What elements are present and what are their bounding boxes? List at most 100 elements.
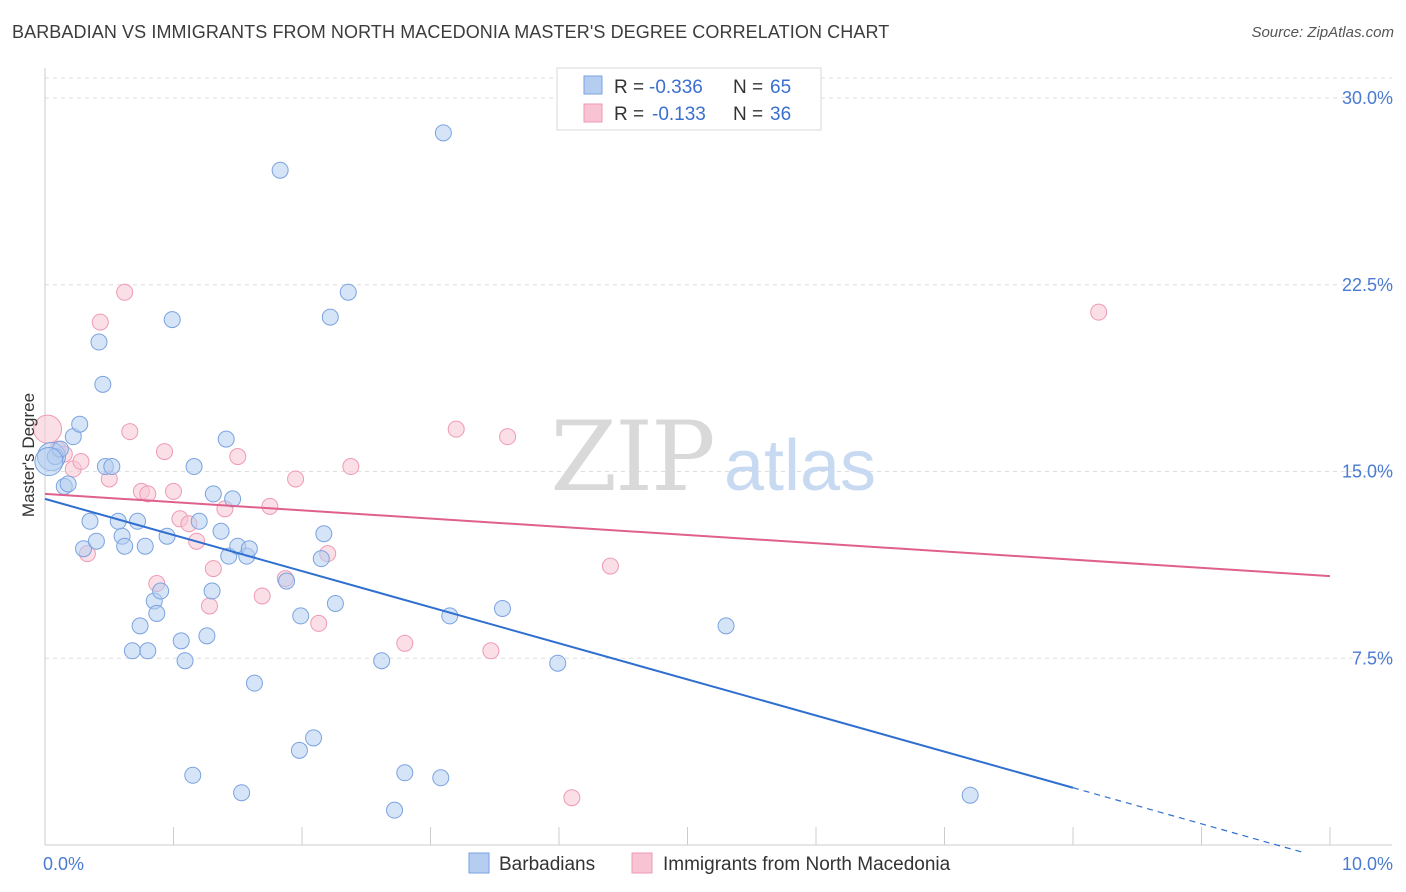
barbadians-point-20 — [136, 537, 154, 555]
barbadians-point-17 — [123, 642, 141, 660]
y-tick-label-3: 30.0% — [1342, 88, 1393, 108]
barbadians-point-49 — [312, 550, 330, 568]
legend-n-label-blue: N = — [733, 77, 763, 98]
north-macedonia-point-11 — [139, 485, 157, 503]
north-macedonia-point-26 — [310, 614, 328, 632]
legend-swatch-pink — [583, 103, 603, 123]
barbadians-point-27 — [172, 632, 190, 650]
barbadians-point-52 — [326, 594, 344, 612]
barbadians-point-45 — [278, 572, 296, 590]
north-macedonia-point-21 — [229, 448, 247, 466]
barbadians-point-38 — [224, 490, 242, 508]
barbadians-point-50 — [315, 525, 333, 543]
north-macedonia-point-14 — [165, 482, 182, 500]
barbadians-point-19 — [131, 617, 149, 635]
north-macedonia-point-30 — [447, 420, 465, 438]
y-tick-label-2: 22.5% — [1342, 275, 1393, 295]
series-barbadians — [34, 124, 979, 819]
series-north-macedonia — [33, 283, 1108, 807]
north-macedonia-trend-line — [44, 492, 1331, 578]
north-macedonia-point-22 — [253, 587, 271, 605]
north-macedonia-point-19 — [204, 560, 222, 578]
barbadians-trend-line — [44, 497, 1074, 789]
watermark-atlas: atlas — [724, 426, 876, 506]
x-tick-label-0: 0.0% — [43, 854, 84, 874]
watermark-zip: ZIP — [550, 401, 713, 513]
barbadians-point-13 — [103, 458, 121, 476]
barbadians-point-32 — [198, 627, 216, 645]
barbadians-point-29 — [184, 766, 202, 784]
barbadians-point-58 — [434, 124, 452, 142]
barbadians-point-30 — [185, 458, 203, 476]
barbadians-point-56 — [396, 764, 414, 782]
barbadians-point-54 — [373, 652, 391, 670]
north-macedonia-point-8 — [116, 283, 134, 301]
barbadians-point-10 — [90, 333, 108, 351]
legend-swatch-blue — [583, 75, 603, 95]
barbadians-point-43 — [245, 674, 263, 692]
legend-bottom-label-north-macedonia: Immigrants from North Macedonia — [663, 854, 951, 875]
grid-lines — [45, 77, 1392, 659]
north-macedonia-point-29 — [396, 634, 414, 652]
barbadians-point-21 — [139, 642, 157, 660]
barbadians-point-48 — [305, 729, 323, 747]
source-label: Source: ZipAtlas.com — [1251, 24, 1394, 41]
legend-n-label-pink: N = — [733, 104, 763, 125]
barbadians-point-61 — [549, 654, 567, 672]
barbadians-point-8 — [81, 512, 99, 530]
y-tick-label-1: 15.0% — [1342, 462, 1393, 482]
barbadians-point-23 — [148, 604, 166, 622]
legend-bottom-swatch-north-macedonia — [631, 852, 653, 874]
legend-r-value-pink: -0.133 — [652, 104, 706, 125]
y-tick-label-0: 7.5% — [1352, 648, 1393, 668]
north-macedonia-point-18 — [200, 597, 218, 615]
barbadians-point-34 — [204, 485, 222, 503]
legend-r-label-blue: R = — [614, 77, 644, 98]
y-axis-label: Master's Degree — [19, 393, 38, 517]
north-macedonia-point-13 — [156, 443, 174, 461]
axes — [44, 68, 1392, 846]
legend-bottom-swatch-barbadians — [468, 852, 490, 874]
north-macedonia-point-4 — [72, 453, 90, 471]
x-tick-label-1: 10.0% — [1342, 854, 1393, 874]
trend-lines — [44, 492, 1331, 854]
y-tick-labels: 7.5% 15.0% 22.5% 30.0% — [1342, 88, 1393, 668]
barbadians-point-40 — [233, 784, 251, 802]
barbadians-point-47 — [292, 607, 310, 625]
barbadians-point-24 — [152, 582, 170, 600]
barbadians-trend-extension — [1072, 787, 1305, 854]
barbadians-point-64 — [34, 447, 64, 477]
barbadians-point-9 — [87, 532, 105, 550]
legend-stats: R = -0.336 N = 65 R = -0.133 N = 36 — [556, 67, 822, 131]
barbadians-point-44 — [271, 161, 289, 179]
barbadians-point-63 — [961, 786, 979, 804]
barbadians-point-26 — [163, 311, 181, 329]
legend-bottom-label-barbadians: Barbadians — [499, 854, 595, 875]
barbadians-point-31 — [190, 512, 208, 530]
x-tick-labels: 0.0% 10.0% — [43, 854, 1393, 874]
barbadians-point-60 — [493, 599, 511, 617]
north-macedonia-point-9 — [121, 423, 139, 441]
legend-n-value-blue: 65 — [770, 77, 791, 98]
barbadians-point-62 — [717, 617, 735, 635]
barbadians-point-46 — [290, 741, 308, 759]
north-macedonia-point-28 — [342, 458, 360, 476]
barbadians-point-7 — [75, 540, 93, 558]
barbadians-point-35 — [212, 522, 230, 540]
north-macedonia-point-25 — [287, 470, 305, 488]
chart-title: BARBADIAN VS IMMIGRANTS FROM NORTH MACED… — [12, 22, 890, 42]
barbadians-point-36 — [217, 430, 235, 448]
north-macedonia-point-32 — [499, 428, 517, 446]
watermark: ZIP atlas — [550, 401, 876, 513]
barbadians-point-33 — [203, 582, 221, 600]
barbadians-point-11 — [94, 375, 112, 393]
north-macedonia-point-33 — [563, 789, 581, 807]
barbadians-point-53 — [339, 283, 357, 301]
north-macedonia-point-31 — [482, 642, 500, 660]
north-macedonia-point-34 — [601, 557, 619, 575]
legend-r-label-pink: R = — [614, 104, 644, 125]
barbadians-point-51 — [321, 308, 339, 326]
barbadians-point-55 — [386, 801, 404, 819]
barbadians-point-6 — [71, 415, 89, 433]
legend-series: Barbadians Immigrants from North Macedon… — [468, 852, 951, 875]
